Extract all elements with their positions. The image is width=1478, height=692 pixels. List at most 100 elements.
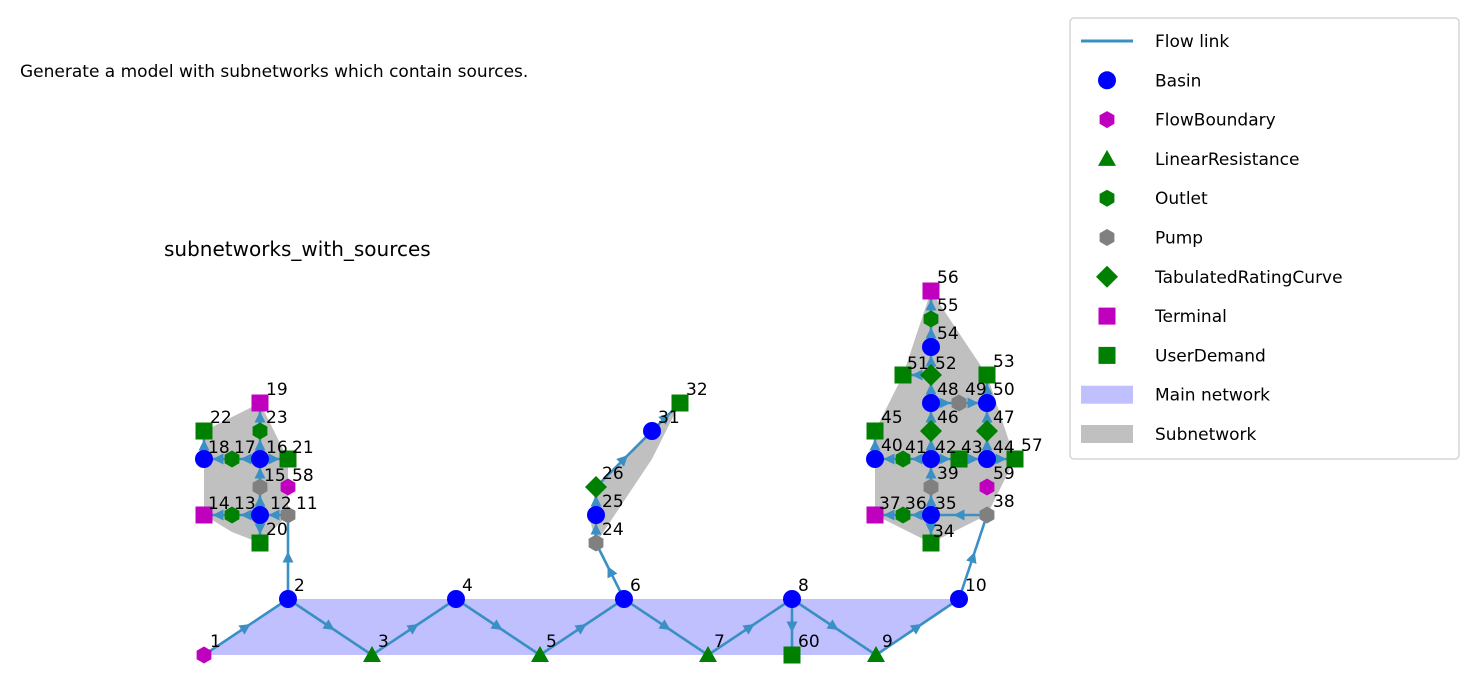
flow-link: [791, 597, 877, 657]
node-label: 12: [270, 494, 292, 514]
legend-item: LinearResistance: [1098, 149, 1299, 170]
node-basin: [922, 450, 940, 468]
node-basin: [978, 394, 996, 412]
legend-patch-symbol: [1081, 425, 1133, 443]
node-label: 46: [937, 408, 959, 428]
flow-link: [455, 597, 541, 657]
node-flowboundary: [979, 478, 995, 496]
node-basin: [251, 450, 269, 468]
legend-patch-symbol: [1081, 385, 1133, 404]
node-label: 9: [882, 632, 893, 652]
node-label: 14: [208, 494, 230, 514]
legend-item: Outlet: [1099, 189, 1208, 209]
node-basin: [978, 450, 996, 468]
legend-label: TabulatedRatingCurve: [1154, 268, 1343, 288]
node-label: 19: [266, 380, 288, 400]
flow-link: [539, 597, 625, 657]
node-basin: [447, 590, 465, 608]
node-linearresistance: [699, 646, 717, 662]
flow-link: [203, 597, 289, 657]
node-label: 15: [264, 466, 286, 486]
node-basin: [922, 338, 940, 356]
legend: Flow link Basin FlowBoundary LinearResistan…: [1069, 17, 1460, 460]
node-tabulatedratingcurve: [920, 364, 942, 386]
flow-link: [957, 514, 989, 600]
node-label: 20: [266, 520, 288, 540]
legend-square-symbol: [1098, 346, 1116, 364]
node-label: 59: [993, 464, 1015, 484]
node-basin: [587, 506, 605, 524]
node-label: 1: [210, 632, 221, 652]
node-label: 3: [378, 632, 389, 652]
legend-square-symbol: [1098, 307, 1116, 325]
node-label: 34: [933, 522, 955, 542]
node-label: 42: [935, 438, 957, 458]
node-label: 4: [462, 576, 473, 596]
node-label: 39: [937, 464, 959, 484]
legend-triangle-symbol: [1098, 149, 1116, 166]
legend-item: TabulatedRatingCurve: [1096, 265, 1343, 288]
node-label: 16: [266, 438, 288, 458]
node-label: 10: [965, 576, 987, 596]
node-label: 31: [658, 408, 680, 428]
node-basin: [922, 394, 940, 412]
node-label: 35: [935, 494, 957, 514]
node-basin: [922, 506, 940, 524]
node-outlet: [224, 506, 240, 524]
legend-item: Pump: [1099, 229, 1203, 249]
node-label: 36: [905, 494, 927, 514]
node-terminal: [922, 282, 940, 300]
node-terminal: [195, 506, 213, 524]
legend-label: UserDemand: [1155, 346, 1266, 366]
node-basin: [866, 450, 884, 468]
node-userdemand: [922, 534, 940, 552]
node-label: 54: [937, 324, 959, 344]
node-tabulatedratingcurve: [585, 476, 607, 498]
legend-hexagon-symbol: [1099, 111, 1115, 129]
node-outlet: [895, 506, 911, 524]
node-outlet: [895, 450, 911, 468]
node-basin: [643, 422, 661, 440]
node-pump: [588, 534, 604, 552]
node-label: 23: [266, 408, 288, 428]
node-label: 17: [234, 438, 256, 458]
legend-label: LinearResistance: [1155, 150, 1299, 170]
node-label: 6: [630, 576, 641, 596]
node-label: 26: [602, 464, 624, 484]
node-outlet: [923, 310, 939, 328]
node-pump: [979, 506, 995, 524]
node-label: 13: [234, 494, 256, 514]
legend-label: Terminal: [1154, 307, 1227, 327]
flow-link: [287, 597, 373, 657]
node-userdemand: [978, 366, 996, 384]
node-label: 48: [937, 380, 959, 400]
node-label: 41: [905, 438, 927, 458]
legend-label: Basin: [1155, 71, 1201, 91]
node-basin: [279, 590, 297, 608]
node-pump: [280, 506, 296, 524]
node-pump: [923, 478, 939, 496]
node-label: 7: [714, 632, 725, 652]
page-caption: Generate a model with subnetworks which …: [20, 62, 529, 82]
legend-item: Subnetwork: [1081, 425, 1257, 445]
node-label: 50: [993, 380, 1015, 400]
node-tabulatedratingcurve: [920, 420, 942, 442]
node-userdemand: [1006, 450, 1024, 468]
node-label: 32: [686, 380, 708, 400]
plot-title: subnetworks_with_sources: [164, 237, 431, 261]
subnetwork-area: [204, 403, 288, 543]
node-label: 2: [294, 576, 305, 596]
legend-diamond-symbol: [1096, 265, 1118, 288]
network-nodes: [195, 282, 1024, 664]
node-label: 5: [546, 632, 557, 652]
node-userdemand: [950, 450, 968, 468]
node-userdemand: [866, 422, 884, 440]
flow-link: [594, 542, 626, 600]
flow-link: [595, 430, 653, 488]
node-label: 51: [907, 354, 929, 374]
node-label: 38: [993, 492, 1015, 512]
node-linearresistance: [363, 646, 381, 662]
legend-label: Pump: [1155, 229, 1203, 249]
node-label: 60: [798, 632, 820, 652]
